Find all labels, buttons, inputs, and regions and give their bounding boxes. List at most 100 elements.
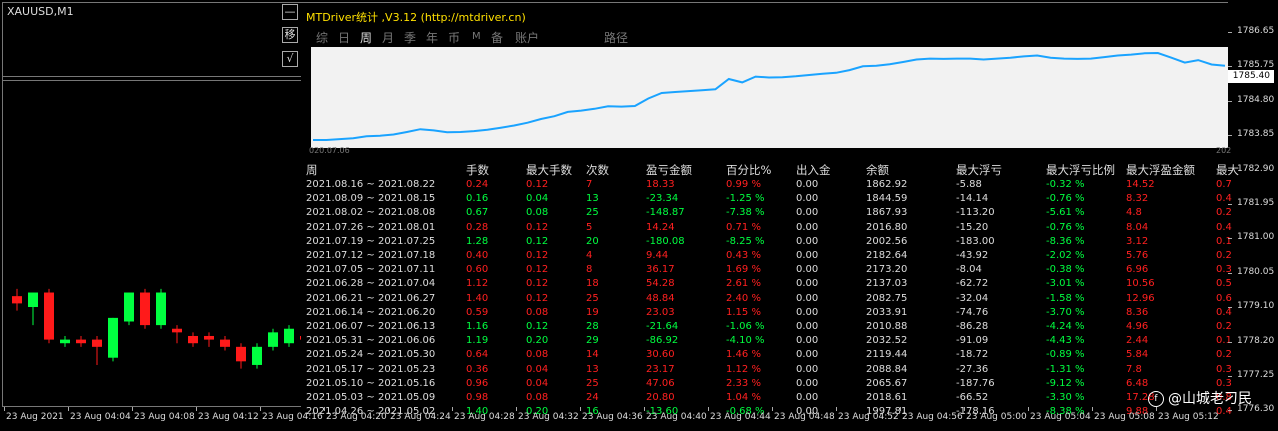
cell-max-float-profit: 6.48 [1126,377,1149,389]
price-tick [1228,307,1232,309]
tab-path[interactable]: 路径 [604,31,629,45]
cell-balance: 1844.59 [866,193,908,205]
cell-week: 2021.08.02 ~ 2021.08.08 [306,207,436,219]
cell-flow: 0.00 [796,406,819,418]
price-tick [1228,410,1232,412]
equity-curve [313,51,1226,141]
cell-max-float-loss: -8.04 [956,264,982,276]
cell-max-float-loss-pct: -0.76 % [1046,221,1085,233]
cell-max-float-loss-pct: -5.61 % [1046,207,1085,219]
cell-week: 2021.06.14 ~ 2021.06.20 [306,306,436,318]
cell-count: 25 [586,207,599,219]
col-max-float-loss: 最大浮亏 [956,163,1002,177]
tab-year[interactable]: 年 [426,31,439,45]
tab-currency[interactable]: 币 [448,31,461,45]
cell-balance: 1997.81 [866,406,908,418]
cell-max-float-loss: -62.72 [956,278,989,290]
price-scale[interactable]: 1786.65 1785.75 1784.80 1783.85 1782.90 1781.… [1228,2,1278,414]
cell-extra: 0.1 [1216,335,1232,347]
price-tick [1228,376,1232,377]
tab-backup[interactable]: 备 [491,31,504,45]
cell-max-float-profit: 4.8 [1126,207,1142,219]
cell-max-lots: 0.08 [526,207,549,219]
cell-extra: 0.2 [1216,207,1232,219]
cell-max-lots: 0.12 [526,264,549,276]
cell-extra: 0.2 [1216,250,1232,261]
cell-max-float-loss: -86.28 [956,321,989,332]
cell-extra: 0.3 [1216,363,1232,375]
cell-max-float-loss: -183.00 [956,235,995,247]
cell-pct: 2.61 % [726,278,761,290]
move-button[interactable]: 移 [282,27,298,43]
tab-quarter[interactable]: 季 [404,31,417,45]
cell-pnl: 18.33 [646,179,675,190]
price-label: 1781.00 [1237,232,1275,243]
col-pct: 百分比% [726,163,772,177]
cell-lots: 0.40 [466,250,489,261]
cell-lots: 1.12 [466,278,489,290]
cell-max-float-loss-pct: -0.89 % [1046,349,1085,361]
cell-max-float-profit: 9.88 [1126,406,1149,418]
cell-max-float-profit: 10.56 [1126,278,1155,290]
time-tick [644,407,645,411]
cell-max-float-loss-pct: -8.36 % [1046,235,1085,247]
tab-week[interactable]: 周 [360,31,373,45]
cell-max-float-loss: -5.88 [956,179,982,190]
tab-month[interactable]: 月 [382,31,395,45]
time-tick [708,407,709,411]
watermark-text: @山城老刁民 [1168,391,1252,407]
cell-pct: 0.43 % [726,250,761,261]
time-label: 23 Aug 04:08 [134,412,195,422]
symbol-label: XAUUSD,M1 [7,5,74,18]
watermark-logo-icon: f [1148,391,1164,407]
cell-max-float-profit: 17.28 [1126,392,1155,403]
tab-summary[interactable]: 综 [316,31,329,45]
price-label: 1777.25 [1237,370,1275,380]
cell-count: 13 [586,363,599,375]
cell-extra: 0.7 [1216,179,1232,190]
cell-lots: 0.36 [466,363,489,375]
cell-extra: 0.8 [1216,392,1232,403]
cell-pnl: 20.80 [646,392,675,403]
cell-max-lots: 0.04 [526,377,549,389]
time-tick [260,407,261,411]
cell-balance: 2065.67 [866,377,908,389]
cell-lots: 0.67 [466,207,489,219]
cell-balance: 2119.44 [866,349,908,361]
minimize-button[interactable]: — [282,4,298,20]
cell-max-float-profit: 4.96 [1126,321,1149,332]
cell-week: 2021.08.16 ~ 2021.08.22 [306,179,436,190]
time-label: 23 Aug 04:32 [518,412,579,422]
cell-max-float-profit: 2.44 [1126,335,1149,347]
cell-week: 2021.06.21 ~ 2021.06.27 [306,292,436,304]
cell-pnl: 14.24 [646,221,675,233]
cell-count: 4 [586,250,593,261]
cell-flow: 0.00 [796,250,819,261]
time-scale[interactable]: 23 Aug 2021 23 Aug 04:04 23 Aug 04:08 23 Au… [0,407,1228,431]
time-tick [4,407,5,411]
candle-body [124,292,134,322]
cell-balance: 2082.75 [866,292,908,304]
cell-max-float-profit: 8.36 [1126,306,1149,318]
cell-max-float-loss: -178.16 [956,406,995,418]
cell-balance: 2032.52 [866,335,908,347]
time-tick [132,407,133,411]
time-tick [580,407,581,411]
cell-pct: 0.71 % [726,221,761,233]
cell-count: 8 [586,264,593,276]
tab-day[interactable]: 日 [338,31,351,45]
tab-account[interactable]: 账户 [515,31,540,45]
col-lots: 手数 [466,163,489,177]
cell-count: 28 [586,321,599,332]
cell-count: 13 [586,193,599,205]
cell-max-float-profit: 3.12 [1126,235,1149,247]
price-chart[interactable] [0,0,302,407]
cell-week: 2021.06.07 ~ 2021.06.13 [306,321,436,332]
cell-count: 19 [586,306,599,318]
cell-max-lots: 0.08 [526,392,549,403]
col-balance: 余额 [866,163,889,177]
confirm-button[interactable]: √ [282,51,298,67]
cell-pnl: 9.44 [646,250,669,261]
tab-magic[interactable]: M [472,31,481,42]
candle-body [284,328,294,344]
